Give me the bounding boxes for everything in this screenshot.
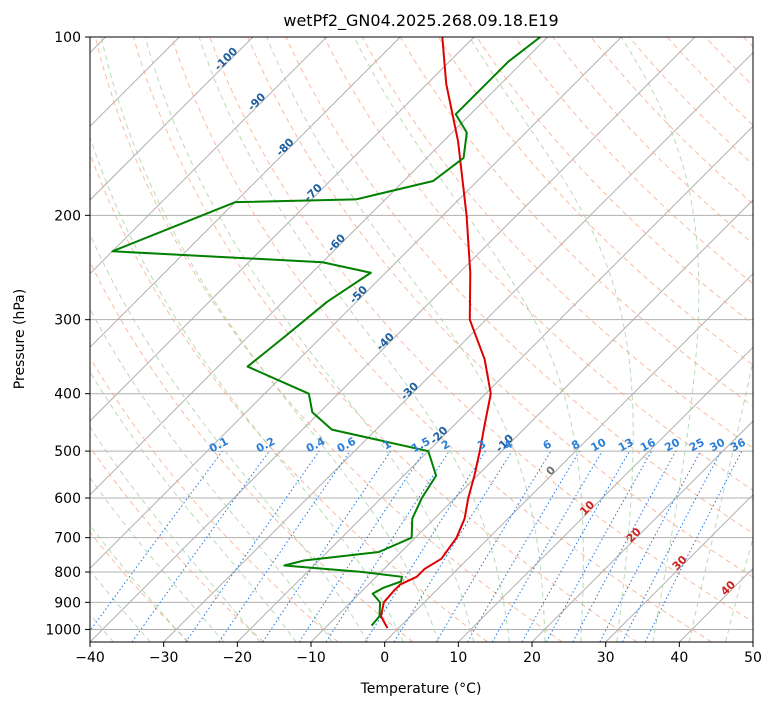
x-axis-ticks: −40 −30 −20 −10 0 10 20 30 40 50 — [75, 642, 762, 666]
mixing-ratio-line — [545, 450, 653, 642]
mixing-ratio-line — [521, 450, 630, 642]
mixing-ratio-label: 16 — [638, 436, 658, 455]
dry-adiabat — [94, 37, 563, 642]
x-tick-label: −20 — [223, 650, 253, 666]
isotherm — [163, 51, 753, 642]
isotherm — [457, 346, 753, 642]
moist-adiabat — [353, 37, 584, 642]
y-tick-label: 500 — [54, 444, 81, 460]
x-tick-label: 40 — [670, 650, 688, 666]
moist-adiabat — [144, 37, 475, 642]
mixing-ratio-line — [90, 450, 223, 632]
moist-adiabat — [90, 233, 369, 642]
dry-adiabat — [90, 260, 414, 642]
isotherm — [90, 37, 622, 570]
isotherm — [236, 125, 753, 642]
isotherm — [384, 272, 753, 642]
y-tick-label: 100 — [54, 30, 81, 46]
dry-adiabat-lines — [90, 37, 753, 642]
isotherm — [90, 37, 328, 275]
dry-adiabat — [132, 37, 638, 642]
x-tick-label: −10 — [296, 650, 326, 666]
dry-adiabat — [171, 37, 713, 642]
dry-adiabat — [90, 356, 339, 642]
dry-adiabat — [514, 37, 753, 285]
y-tick-label: 200 — [54, 208, 81, 224]
mixing-ratio-label: 30 — [708, 436, 728, 455]
x-tick-label: −30 — [149, 650, 179, 666]
mixing-ratio-line — [185, 450, 320, 642]
mixing-ratio-label: 25 — [687, 436, 707, 455]
y-tick-label: 300 — [54, 313, 81, 329]
dry-adiabat — [247, 37, 753, 578]
dry-adiabat — [90, 152, 488, 642]
mixing-ratio-label: 10 — [589, 436, 609, 455]
dry-adiabat — [90, 446, 264, 642]
isotherm — [90, 37, 401, 349]
y-tick-label: 900 — [54, 595, 81, 611]
dry-adiabat — [361, 37, 753, 449]
mixing-ratio-label: 20 — [662, 436, 682, 455]
y-tick-label: 700 — [54, 531, 81, 547]
x-axis-label: Temperature (°C) — [360, 681, 482, 697]
mixing-ratio-line — [644, 450, 743, 642]
mixing-ratio-line — [262, 450, 392, 642]
x-tick-label: 20 — [523, 650, 541, 666]
isotherm-lines — [90, 37, 753, 642]
isotherm — [605, 493, 753, 642]
isotherm — [90, 37, 549, 496]
moist-adiabat — [90, 370, 297, 642]
moist-adiabat — [620, 37, 700, 642]
y-axis-ticks: 100 200 300 400 500 600 700 800 900 1000 — [45, 30, 90, 638]
x-tick-label: 0 — [380, 650, 389, 666]
temperature-series-line — [379, 37, 492, 629]
dewpoint-series-line — [111, 37, 541, 627]
y-tick-label: 1000 — [45, 622, 81, 638]
x-tick-label: 50 — [744, 650, 762, 666]
x-tick-label: −40 — [75, 650, 105, 666]
mixing-ratio-label: 13 — [616, 436, 636, 455]
y-tick-label: 600 — [54, 491, 81, 507]
isotherm — [90, 37, 696, 642]
y-axis-label: Pressure (hPa) — [12, 289, 28, 389]
mixing-ratio-line — [572, 450, 677, 642]
dry-adiabat — [209, 37, 753, 623]
mixing-ratio-line — [393, 450, 513, 642]
moist-adiabat — [90, 569, 151, 642]
dry-adiabat — [90, 531, 190, 642]
x-tick-label: 10 — [449, 650, 467, 666]
mixing-ratio-lines — [90, 450, 743, 642]
y-tick-label: 400 — [54, 387, 81, 403]
chart-title: wetPf2_GN04.2025.268.09.18.E19 — [283, 11, 558, 31]
isotherm — [90, 37, 475, 422]
moist-adiabat — [90, 135, 404, 642]
moist-adiabat — [100, 37, 439, 642]
mixing-ratio-line — [218, 450, 351, 642]
moist-adiabat — [90, 524, 188, 642]
mixing-ratio-line — [131, 450, 270, 642]
moist-adiabat — [266, 37, 546, 642]
moist-adiabat — [90, 476, 225, 642]
mixing-ratio-label: 36 — [728, 436, 748, 455]
isotherm — [90, 37, 254, 201]
x-tick-label: 30 — [597, 650, 615, 666]
dry-adiabat — [399, 37, 753, 407]
y-tick-label: 800 — [54, 565, 81, 581]
moist-adiabat — [90, 426, 261, 642]
isotherm — [531, 420, 753, 642]
mixing-ratio-line — [325, 450, 450, 642]
mixing-ratio-line — [298, 450, 425, 642]
profile-series — [111, 37, 541, 629]
plot-frame — [89, 36, 754, 643]
